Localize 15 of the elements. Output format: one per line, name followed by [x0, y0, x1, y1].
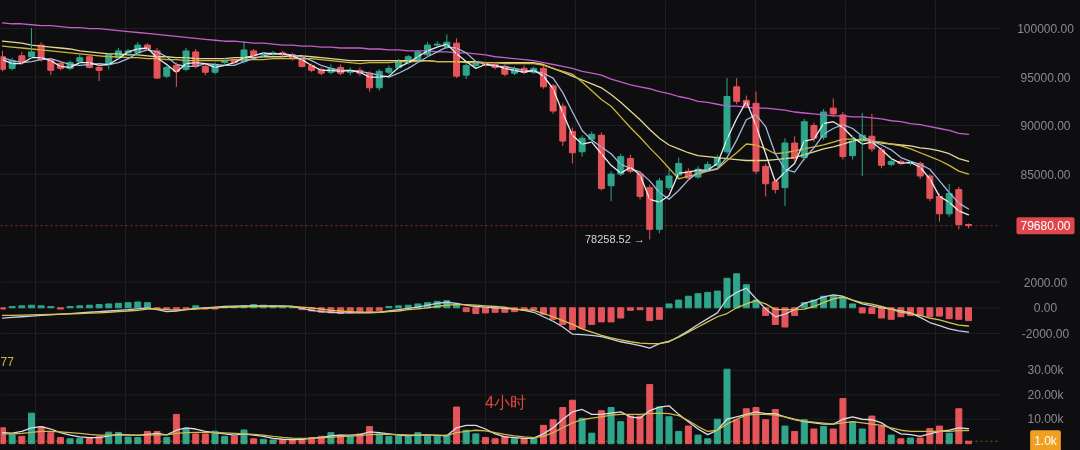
annotation: 77	[0, 354, 15, 369]
y-tick-label: 85000.00	[1020, 167, 1071, 182]
y-tick-label: 95000.00	[1020, 70, 1071, 85]
y-tick-label: 2000.00	[1023, 275, 1068, 290]
ref-line-label: 1.0k	[1034, 434, 1058, 449]
y-tick-label: 0.00	[1033, 301, 1058, 316]
y-tick-label: -2000.00	[1021, 326, 1070, 341]
y-tick-label: 100000.00	[1017, 22, 1075, 37]
y-tick-label: 90000.00	[1020, 119, 1071, 134]
y-tick-label: 20.00k	[1027, 387, 1065, 402]
annotation: 78258.52 →	[584, 233, 645, 246]
annotation: 4小时	[484, 394, 526, 412]
ref-line-label: 79680.00	[1020, 219, 1071, 234]
y-tick-label: 10.00k	[1027, 412, 1065, 427]
y-tick-label: 30.00k	[1027, 363, 1065, 378]
